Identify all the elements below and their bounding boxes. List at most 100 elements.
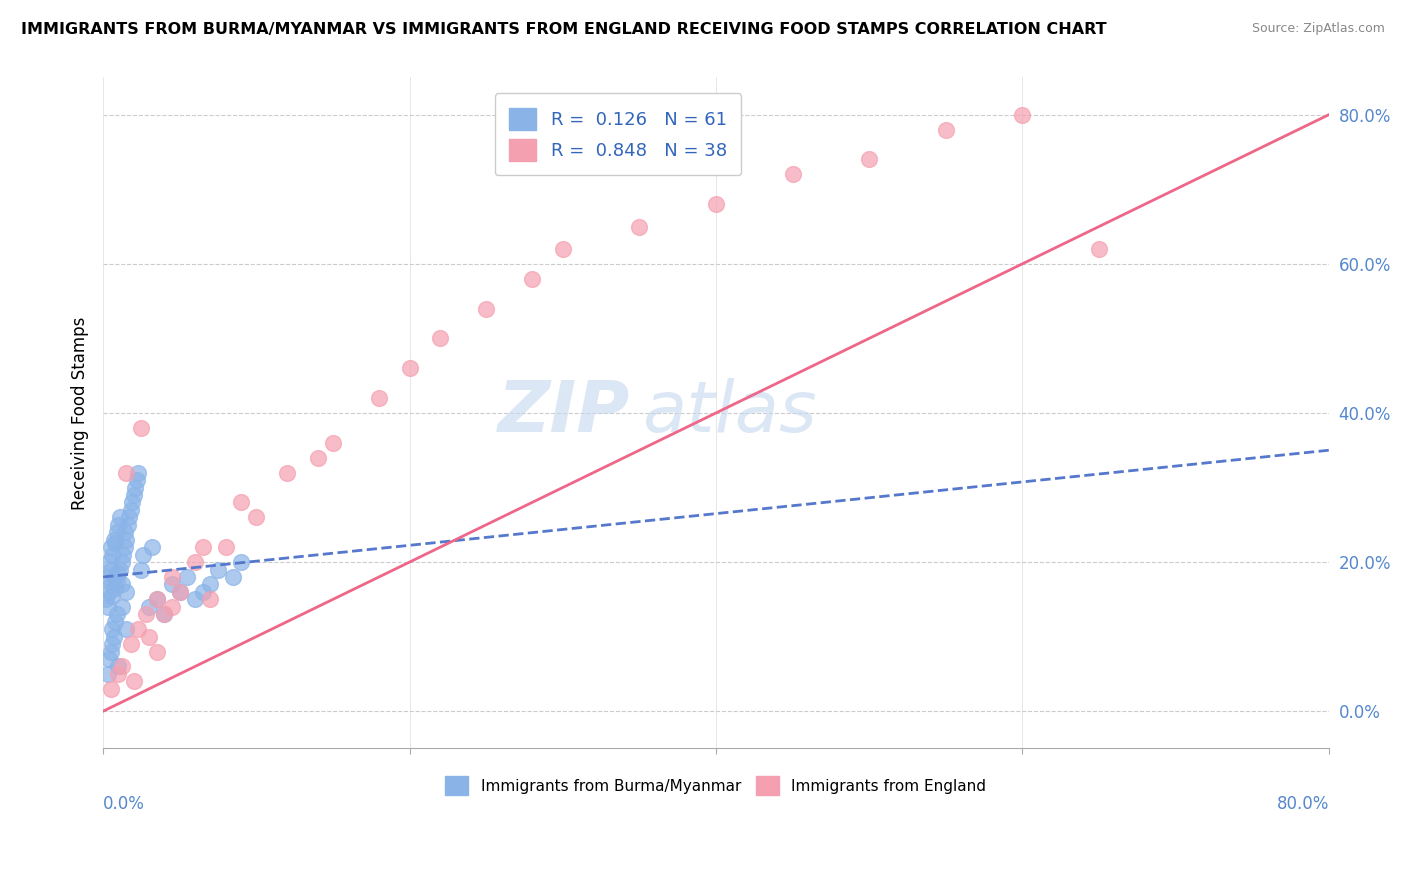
Point [97,667,120,681]
Point [191,585,214,599]
Point [115,622,138,636]
Point [100,681,122,696]
Point [110,599,132,614]
Point [138,599,160,614]
Point [184,592,207,607]
Point [100,540,122,554]
Point [145,592,167,607]
Point [107,566,129,581]
Point [105,607,128,622]
Point [229,495,252,509]
Point [307,450,329,465]
Point [103,533,125,547]
Point [104,536,127,550]
Point [127,622,149,636]
Point [110,659,132,673]
Point [520,272,543,286]
Point [105,525,128,540]
Point [125,473,148,487]
Point [398,361,420,376]
Point [103,630,125,644]
Point [98,555,121,569]
Point [132,548,155,562]
Point [107,659,129,673]
Point [429,331,451,345]
Text: IMMIGRANTS FROM BURMA/MYANMAR VS IMMIGRANTS FROM ENGLAND RECEIVING FOOD STAMPS C: IMMIGRANTS FROM BURMA/MYANMAR VS IMMIGRA… [21,22,1107,37]
Point [782,167,804,181]
Point [138,630,160,644]
Point [207,562,229,576]
Point [475,301,498,316]
Point [145,644,167,658]
Point [101,622,124,636]
Point [276,466,298,480]
Point [115,533,138,547]
Point [114,540,136,554]
Point [215,540,238,554]
Point [176,570,198,584]
Point [115,585,138,599]
Point [121,495,143,509]
Point [160,599,183,614]
Point [101,637,124,651]
Point [229,555,252,569]
Point [96,592,118,607]
Point [184,555,207,569]
Point [122,674,145,689]
Point [1011,108,1033,122]
Text: 80.0%: 80.0% [1277,796,1329,814]
Point [153,607,176,622]
Point [628,219,651,234]
Point [200,577,222,591]
Point [120,503,142,517]
Point [131,562,153,576]
Point [169,585,191,599]
Point [114,525,136,540]
Point [97,570,120,584]
Point [124,481,146,495]
Point [935,122,957,136]
Point [101,589,124,603]
Point [245,510,267,524]
Point [100,577,122,591]
Point [110,555,132,569]
Point [551,242,574,256]
Point [108,510,131,524]
Point [97,599,120,614]
Point [122,488,145,502]
Text: 0.0%: 0.0% [103,796,145,814]
Point [115,466,138,480]
Point [103,570,125,584]
Point [112,548,135,562]
Point [1088,242,1111,256]
Point [160,570,183,584]
Point [104,615,127,629]
Point [117,517,139,532]
Point [153,607,176,622]
Point [107,667,129,681]
Point [858,153,880,167]
Point [704,197,727,211]
Point [100,562,122,576]
Point [141,540,163,554]
Point [107,517,129,532]
Text: Source: ZipAtlas.com: Source: ZipAtlas.com [1251,22,1385,36]
Point [110,577,132,591]
Point [127,466,149,480]
Point [98,585,121,599]
Point [131,421,153,435]
Text: atlas: atlas [643,378,817,448]
Point [169,585,191,599]
Text: ZIP: ZIP [498,378,630,448]
Point [160,577,183,591]
Legend: Immigrants from Burma/Myanmar, Immigrants from England: Immigrants from Burma/Myanmar, Immigrant… [440,771,993,801]
Point [322,435,344,450]
Point [191,540,214,554]
Point [104,581,127,595]
Point [105,574,128,588]
Point [135,607,157,622]
Point [98,652,121,666]
Point [108,562,131,576]
Point [222,570,245,584]
Point [200,592,222,607]
